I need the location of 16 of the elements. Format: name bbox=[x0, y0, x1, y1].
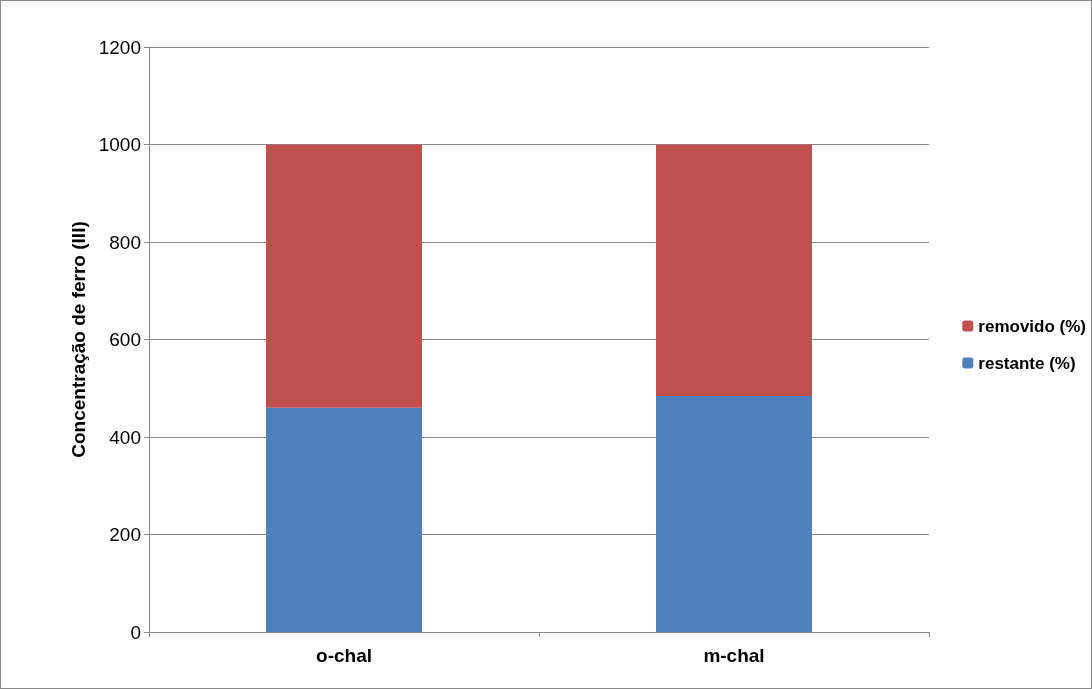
bar bbox=[266, 144, 422, 408]
legend-label: removido (%) bbox=[978, 316, 1087, 336]
legend-label: restante (%) bbox=[978, 353, 1076, 373]
y-tick-label: 600 bbox=[109, 329, 141, 350]
x-tick-label: m-chal bbox=[703, 645, 765, 666]
y-tick-label: 0 bbox=[130, 621, 141, 643]
bar bbox=[656, 396, 812, 632]
y-tick-label: 400 bbox=[109, 426, 141, 448]
bar bbox=[656, 144, 812, 397]
y-tick-label: 1200 bbox=[98, 36, 141, 58]
y-tick-label: 800 bbox=[109, 231, 141, 253]
y-axis-title: Concentração de ferro (III) bbox=[67, 221, 89, 458]
y-tick-label: 200 bbox=[109, 524, 141, 545]
x-tick-label: o-chal bbox=[316, 645, 372, 666]
bar bbox=[266, 407, 422, 632]
y-tick-label: 1000 bbox=[98, 134, 141, 155]
